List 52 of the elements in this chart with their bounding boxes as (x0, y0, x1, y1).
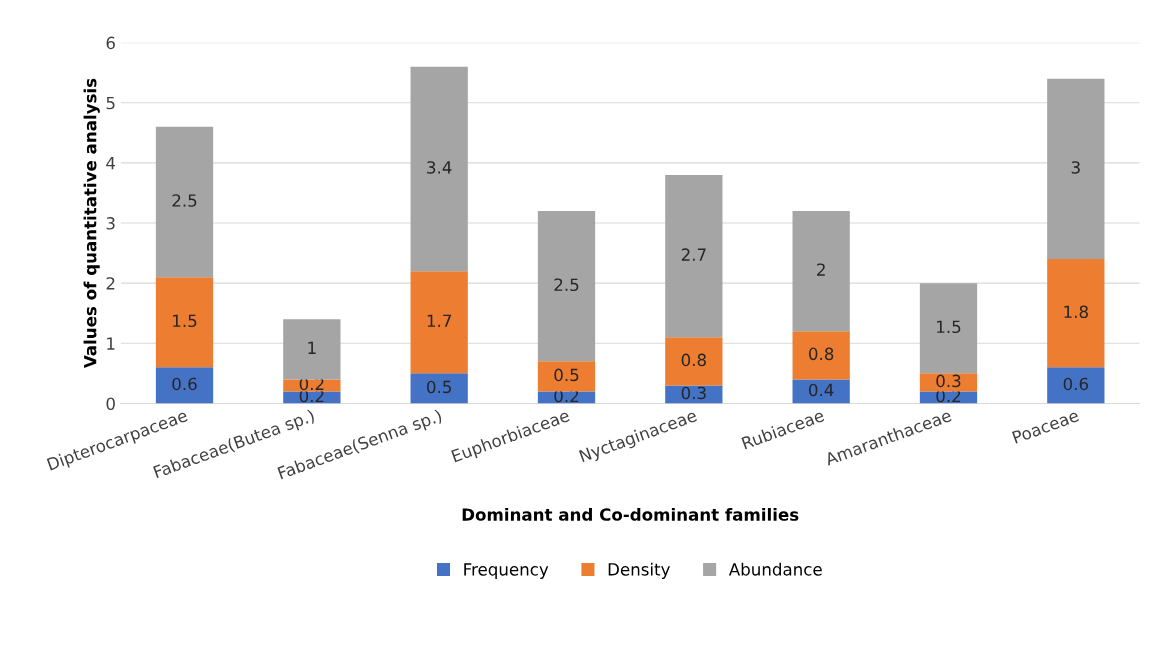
data-label: 0.6 (1063, 377, 1089, 391)
bar (792, 379, 850, 404)
legend-label: Frequency (464, 563, 549, 579)
y-axis-title: Values of quantitative analysis (83, 78, 100, 369)
data-label: 2.5 (554, 278, 579, 292)
bar (919, 283, 978, 374)
y-tick-label: 2 (106, 277, 115, 290)
data-label: 2 (817, 263, 825, 276)
data-label: 0.3 (936, 374, 961, 388)
bar (155, 126, 214, 278)
bar (665, 174, 723, 338)
x-axis-title: Dominant and Co-dominant families (462, 507, 799, 521)
data-label: 3 (1071, 161, 1080, 174)
y-tick-label: 3 (106, 217, 115, 230)
bar (665, 337, 723, 386)
bar (283, 319, 341, 380)
y-tick-label: 6 (106, 36, 115, 50)
data-label: 0.3 (681, 386, 706, 400)
data-label: 1.7 (427, 314, 452, 327)
data-label: 2.5 (172, 194, 197, 207)
bar (155, 277, 214, 368)
data-label: 0.6 (172, 377, 197, 391)
bar (410, 66, 468, 272)
bar (665, 385, 723, 404)
y-tick-label: 4 (106, 157, 116, 170)
data-label: 0.8 (681, 353, 706, 367)
bar (919, 373, 978, 392)
y-tick-label: 5 (106, 96, 115, 110)
data-label: 0.5 (554, 368, 579, 382)
bar (410, 373, 468, 404)
data-label: 0.4 (809, 383, 834, 397)
bar (1047, 78, 1105, 260)
legend-label: Abundance (728, 562, 822, 576)
data-label: 1.5 (173, 314, 197, 328)
y-tick-label: 1 (107, 337, 115, 350)
data-label: 1.8 (1064, 305, 1088, 319)
bar (1047, 367, 1105, 404)
bar (537, 361, 596, 392)
data-label: 2.7 (681, 248, 706, 261)
data-label: 0.5 (427, 380, 451, 394)
data-label: 1.5 (937, 320, 961, 334)
bar (792, 331, 850, 380)
legend-label: Density (608, 562, 670, 579)
bar (537, 211, 596, 362)
data-label: 1 (308, 341, 316, 354)
bar (792, 211, 850, 332)
data-label: 3.4 (427, 161, 452, 174)
bar (410, 271, 468, 374)
y-tick-label: 0 (106, 397, 115, 411)
bar (1047, 259, 1105, 368)
data-label: 0.8 (809, 347, 834, 361)
bar (155, 367, 214, 404)
